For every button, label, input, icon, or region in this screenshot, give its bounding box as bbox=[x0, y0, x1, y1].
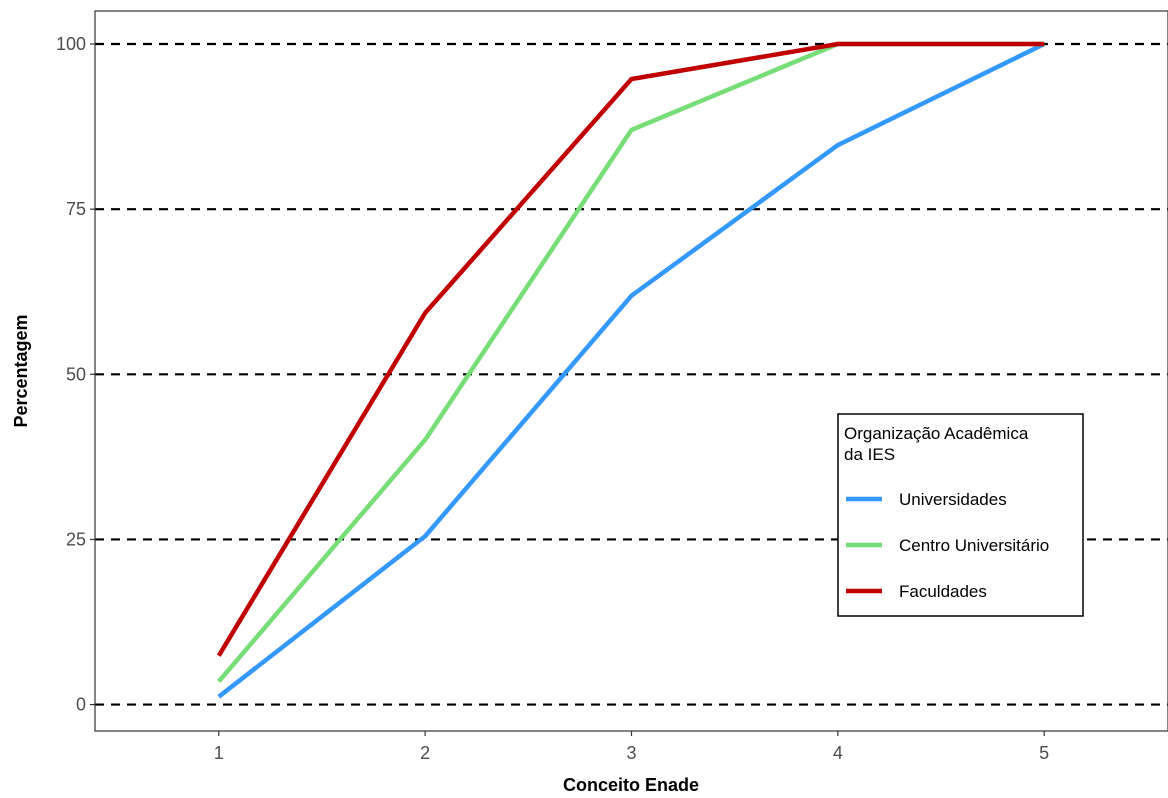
y-tick-label-100: 100 bbox=[56, 34, 86, 54]
gridlines bbox=[95, 42, 1168, 706]
y-tick-label-0: 0 bbox=[76, 695, 86, 715]
x-tick-label-1: 1 bbox=[214, 743, 224, 763]
x-tick-label-4: 4 bbox=[833, 743, 843, 763]
legend-items: Universidades Centro Universitário Faculda… bbox=[846, 490, 1049, 601]
y-tick-label-25: 25 bbox=[66, 529, 86, 549]
legend-label-2: Faculdades bbox=[899, 582, 987, 601]
y-tick-label-75: 75 bbox=[66, 199, 86, 219]
x-tick-label-2: 2 bbox=[420, 743, 430, 763]
legend-box bbox=[837, 413, 1084, 617]
y-tick-label-50: 50 bbox=[66, 364, 86, 384]
x-tick-label-5: 5 bbox=[1039, 743, 1049, 763]
legend-label-1: Centro Universitário bbox=[899, 536, 1049, 555]
series-line-2 bbox=[216, 41, 1045, 657]
x-axis-title: Conceito Enade bbox=[563, 775, 699, 795]
series-line-0 bbox=[217, 41, 1046, 699]
legend-label-0: Universidades bbox=[899, 490, 1007, 509]
y-axis-title: Percentagem bbox=[11, 314, 31, 427]
legend-title-line-2: da IES bbox=[844, 445, 895, 464]
x-axis: 1 2 3 4 5 bbox=[214, 731, 1049, 763]
x-tick-label-3: 3 bbox=[626, 743, 636, 763]
legend-title-line-1: Organização Acadêmica bbox=[844, 424, 1029, 443]
series-lines bbox=[216, 41, 1046, 699]
y-axis: 0 25 50 75 100 bbox=[56, 34, 95, 715]
legend: Organização Acadêmica da IES Universidad… bbox=[837, 413, 1084, 617]
